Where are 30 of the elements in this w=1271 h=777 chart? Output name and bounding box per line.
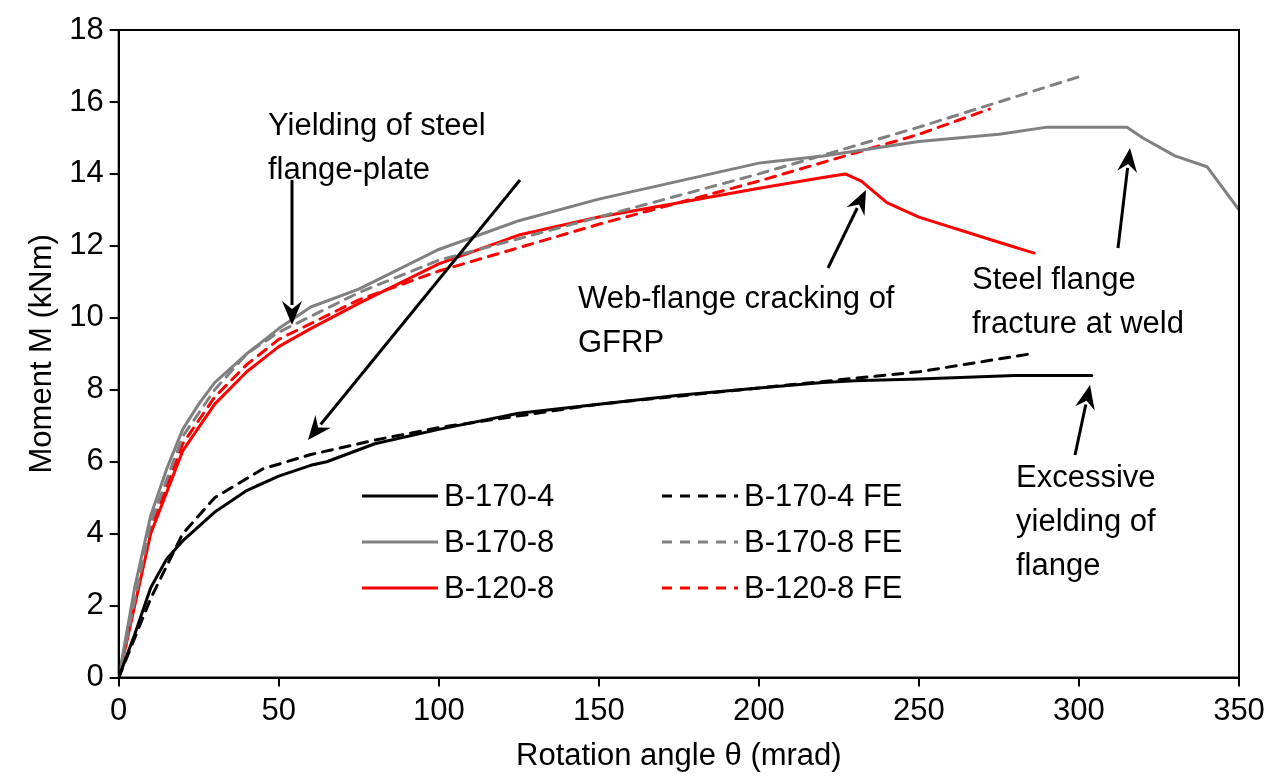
- legend-label: B-170-4: [444, 478, 555, 514]
- x-tick-label: 100: [412, 691, 465, 727]
- y-tick-label: 0: [86, 658, 104, 694]
- legend-label: B-120-8 FE: [744, 570, 903, 606]
- x-tick-label: 200: [733, 691, 785, 727]
- y-tick-label: 12: [69, 226, 104, 262]
- legend-label: B-170-8 FE: [744, 524, 903, 560]
- legend-label: B-170-4 FE: [744, 478, 903, 514]
- x-tick-label: 300: [1053, 691, 1105, 727]
- legend-label: B-170-8: [444, 524, 555, 560]
- y-axis-title: Moment M (kNm): [23, 234, 59, 474]
- y-tick-label: 8: [86, 370, 104, 406]
- y-tick-label: 16: [69, 82, 104, 118]
- y-tick-label: 2: [86, 586, 104, 622]
- annotation: Steel flange fracture at weld: [972, 260, 1185, 342]
- annotation: Excessive yielding of flange: [1016, 458, 1157, 584]
- x-tick-label: 350: [1213, 691, 1265, 727]
- y-tick-label: 6: [86, 442, 104, 478]
- x-tick-label: 250: [893, 691, 945, 727]
- x-axis-title: Rotation angle θ (mrad): [516, 736, 842, 772]
- annotation: Yielding of steel flange-plate: [268, 106, 487, 188]
- x-tick-label: 50: [261, 691, 296, 727]
- y-tick-label: 4: [86, 514, 104, 550]
- x-tick-label: 150: [572, 691, 625, 727]
- y-tick-label: 10: [69, 298, 104, 334]
- x-tick-label: 0: [110, 691, 128, 727]
- y-tick-label: 18: [69, 10, 104, 46]
- annotation: Web-flange cracking of GFRP: [578, 279, 896, 361]
- y-tick-label: 14: [69, 154, 104, 190]
- legend-label: B-120-8: [444, 570, 555, 606]
